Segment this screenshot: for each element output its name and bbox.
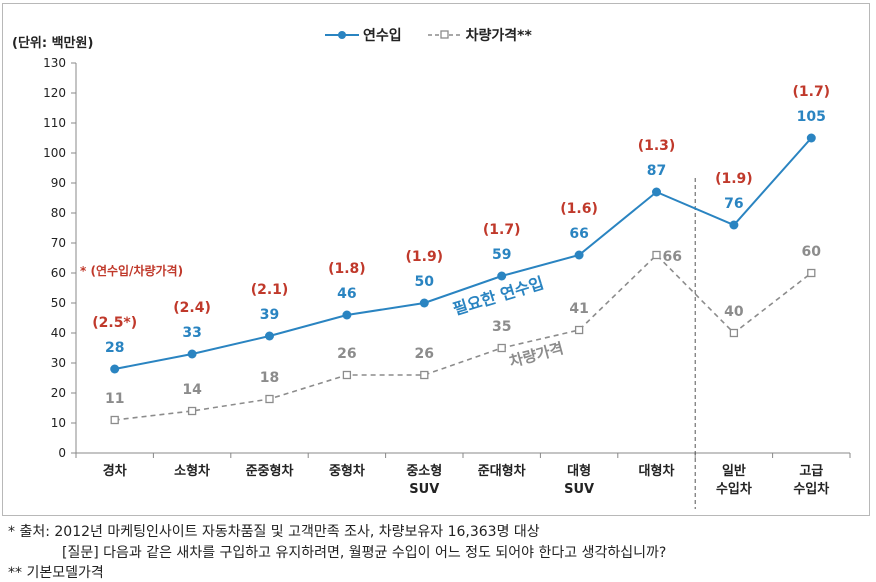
- income-point: [652, 187, 661, 197]
- x-tick-label: 중형차: [329, 463, 365, 479]
- x-tick-label: 준대형차: [478, 463, 526, 479]
- price-series-line: [114, 253, 812, 421]
- income-curve-annotation: 필요한 연수입: [451, 273, 546, 319]
- y-tick-label: 100: [43, 146, 66, 160]
- income-point: [110, 364, 120, 374]
- income-data-label: 59: [492, 247, 511, 263]
- y-tick-label: 10: [51, 416, 66, 430]
- income-point: [497, 271, 507, 281]
- ratio-label: (1.6): [560, 201, 598, 217]
- legend-price-line-icon: [427, 30, 462, 39]
- ratio-label: (2.1): [251, 282, 289, 298]
- ratio-label: (1.7): [792, 84, 830, 100]
- legend-income-line-icon: [325, 31, 359, 39]
- income-series-line: [114, 137, 813, 370]
- income-point: [187, 349, 197, 359]
- price-data-label: 66: [663, 249, 682, 265]
- income-point: [265, 331, 274, 341]
- price-point: [729, 328, 739, 338]
- ratio-label: (1.9): [405, 249, 443, 265]
- ratio-label: (2.4): [173, 300, 211, 316]
- x-tick-label: SUV: [564, 482, 594, 497]
- price-point: [342, 370, 352, 380]
- ratio-label: (1.3): [638, 138, 676, 154]
- ratio-label: (1.7): [483, 222, 521, 238]
- source-note: * 출처: 2012년 마케팅인사이트 자동차품질 및 고객만족 조사, 차량보…: [8, 524, 540, 540]
- y-tick-label: 30: [51, 356, 66, 370]
- legend-item-income: 연수입: [325, 25, 402, 45]
- price-point: [652, 250, 661, 260]
- price-point: [265, 394, 274, 404]
- price-point: [420, 370, 429, 380]
- price-point: [110, 415, 119, 425]
- income-data-label: 87: [647, 163, 666, 179]
- x-tick-label: 중소형: [406, 463, 442, 479]
- footnote: ** 기본모델가격: [8, 565, 104, 581]
- income-point: [806, 133, 816, 143]
- x-tick-label: 수입차: [716, 481, 752, 497]
- y-tick-label: 40: [51, 326, 66, 340]
- income-data-label: 66: [569, 226, 588, 242]
- legend-item-price: 차량가격**: [427, 25, 532, 45]
- x-tick-label: 수입차: [793, 481, 829, 497]
- income-data-label: 46: [337, 286, 356, 302]
- income-data-label: 105: [797, 109, 826, 125]
- y-tick-label: 80: [51, 206, 66, 220]
- x-tick-label: 경차: [103, 463, 127, 479]
- price-data-label: 60: [802, 244, 822, 260]
- chart-frame: [2, 3, 870, 516]
- price-data-label: 40: [724, 304, 744, 320]
- ratio-note: * (연수입/차량가격): [80, 263, 183, 278]
- y-tick-label: 130: [43, 56, 66, 70]
- y-tick-label: 120: [43, 86, 66, 100]
- price-data-label: 26: [415, 346, 434, 362]
- y-tick-label: 110: [43, 116, 66, 130]
- income-data-label: 50: [415, 274, 435, 290]
- income-data-label: 76: [724, 196, 743, 212]
- unit-label: (단위: 백만원): [12, 36, 94, 51]
- price-point: [807, 268, 816, 278]
- income-point: [574, 250, 584, 260]
- price-data-label: 26: [337, 346, 356, 362]
- y-tick-label: 0: [58, 446, 66, 460]
- legend-income-label: 연수입: [363, 28, 402, 44]
- x-tick-label: 고급: [799, 464, 823, 479]
- price-data-label: 35: [492, 319, 511, 335]
- income-data-label: 39: [260, 307, 279, 323]
- price-point: [497, 343, 506, 353]
- x-tick-label: SUV: [409, 482, 439, 497]
- price-point: [574, 325, 584, 335]
- income-point: [729, 220, 739, 230]
- x-tick-label: 대형차: [639, 463, 675, 479]
- price-data-label: 18: [260, 370, 279, 386]
- income-data-label: 28: [105, 340, 124, 356]
- ratio-label: (1.8): [328, 261, 366, 277]
- y-tick-label: 50: [51, 296, 66, 310]
- income-point: [419, 298, 429, 308]
- y-tick-label: 90: [51, 176, 66, 190]
- ratio-label: (2.5*): [92, 315, 137, 331]
- price-data-label: 14: [182, 382, 202, 398]
- legend: 연수입 차량가격**: [325, 25, 558, 45]
- price-data-label: 41: [569, 301, 588, 317]
- price-curve-annotation: 차량가격: [507, 339, 565, 371]
- ratio-label: (1.9): [715, 171, 753, 187]
- price-data-label: 11: [105, 391, 124, 407]
- x-tick-label: 대형: [567, 463, 591, 479]
- y-tick-label: 60: [51, 266, 66, 280]
- y-tick-label: 70: [51, 236, 66, 250]
- x-tick-label: 소형차: [174, 463, 210, 479]
- question-note: [질문] 다음과 같은 새차를 구입하고 유지하려면, 월평균 수입이 어느 정…: [62, 545, 667, 561]
- x-tick-label: 준중형차: [246, 463, 294, 479]
- income-point: [342, 310, 352, 320]
- y-tick-label: 20: [51, 386, 66, 400]
- price-point: [187, 406, 197, 416]
- legend-price-label: 차량가격**: [465, 28, 532, 44]
- x-tick-label: 일반: [722, 463, 746, 479]
- income-data-label: 33: [182, 325, 201, 341]
